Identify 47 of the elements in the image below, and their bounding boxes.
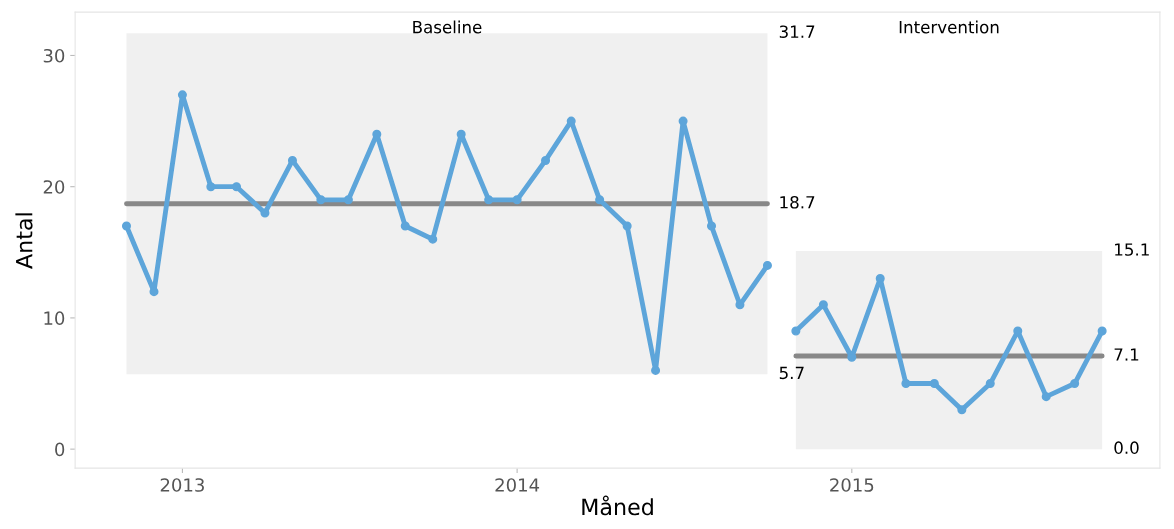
point — [791, 326, 801, 336]
point — [595, 195, 605, 205]
point — [541, 155, 551, 165]
annotation: 15.1 — [1115, 243, 1149, 256]
point — [400, 221, 410, 231]
point — [177, 90, 187, 100]
point — [957, 405, 967, 415]
annotation: Baseline — [413, 20, 482, 34]
y-tick-label: 20 — [43, 180, 65, 194]
annotation: 31.7 — [779, 25, 815, 38]
point — [1041, 392, 1051, 402]
point — [929, 379, 939, 389]
point — [121, 221, 132, 231]
point — [232, 182, 242, 192]
y-axis-title: Antal — [15, 213, 33, 269]
point — [706, 221, 717, 231]
point — [372, 129, 382, 139]
point — [456, 129, 466, 139]
annotation: 7.1 — [1114, 348, 1139, 361]
point — [622, 221, 632, 231]
point — [678, 116, 688, 126]
point — [343, 195, 353, 205]
point — [735, 300, 745, 310]
annotation: Intervention — [899, 20, 999, 34]
point — [762, 260, 772, 270]
point — [149, 287, 159, 297]
point — [1097, 326, 1107, 336]
annotation: 18.7 — [780, 195, 815, 209]
point — [818, 300, 828, 310]
point — [428, 234, 438, 244]
y-tick-label: 30 — [43, 48, 65, 63]
annotation: 0.0 — [1114, 441, 1139, 454]
point — [512, 195, 522, 205]
annotation: 5.7 — [779, 366, 804, 380]
point — [260, 208, 270, 218]
point — [316, 195, 326, 205]
point — [901, 379, 911, 389]
x-tick-label: 2013 — [160, 478, 204, 492]
point — [985, 379, 995, 389]
x-axis-title: Måned — [582, 495, 653, 516]
x-tick-label: 2015 — [830, 478, 874, 492]
x-tick-label: 2014 — [495, 478, 540, 492]
y-tick-label: 0 — [55, 442, 65, 457]
point — [206, 182, 216, 192]
point — [484, 195, 494, 205]
point — [1070, 379, 1080, 389]
y-tick-label: 10 — [44, 311, 65, 326]
